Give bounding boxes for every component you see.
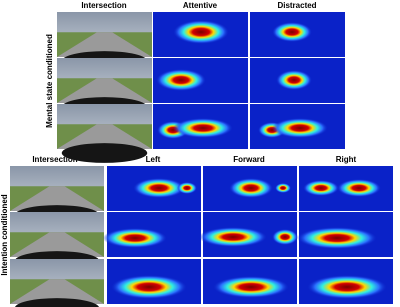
driving-scene <box>10 259 104 307</box>
column-header: Forward <box>233 155 265 164</box>
column-header: Right <box>336 155 357 164</box>
column-header: Distracted <box>277 1 316 10</box>
road <box>57 124 152 149</box>
attention-blob <box>275 183 291 193</box>
heatmap <box>199 212 298 257</box>
attention-blob <box>307 275 387 299</box>
attention-blob <box>156 69 206 91</box>
attention-blob <box>173 20 229 44</box>
attention-blob <box>199 227 267 247</box>
heatmap <box>153 104 248 149</box>
heatmap <box>153 58 248 103</box>
attention-blob <box>303 180 339 196</box>
heatmap <box>203 166 297 211</box>
road <box>10 186 104 211</box>
attention-blob <box>103 228 167 248</box>
image-grid <box>10 12 393 307</box>
heatmap <box>107 259 201 304</box>
attention-blob <box>272 229 298 245</box>
attention-blob <box>177 182 197 194</box>
attention-blob <box>111 275 187 299</box>
car-hood <box>61 143 148 163</box>
heatmap <box>250 58 345 103</box>
road <box>57 78 152 103</box>
attention-blob <box>213 276 289 298</box>
heatmap <box>299 259 393 304</box>
column-header: Intersection <box>81 1 126 10</box>
road <box>10 232 104 257</box>
road <box>57 32 152 57</box>
heatmap <box>107 166 201 211</box>
heatmap <box>250 104 345 149</box>
row-label: Mental state conditioned <box>45 34 54 128</box>
heatmap <box>103 212 201 257</box>
column-header: Intersection <box>32 155 77 164</box>
attention-blob <box>133 178 185 198</box>
heatmap <box>250 12 345 57</box>
attention-blob <box>297 227 377 249</box>
road <box>10 279 104 304</box>
heatmap <box>153 12 248 57</box>
heatmap <box>299 166 393 211</box>
car-hood <box>14 298 100 307</box>
driving-scene <box>57 104 152 163</box>
attention-blob <box>272 22 312 42</box>
heatmap <box>297 212 393 257</box>
column-header: Left <box>146 155 161 164</box>
attention-blob <box>276 70 312 90</box>
column-header: Attentive <box>183 1 218 10</box>
row-label: Intention conditioned <box>0 194 9 275</box>
attention-blob <box>272 118 328 138</box>
attention-blob <box>229 178 273 198</box>
heatmap <box>203 259 297 304</box>
attention-blob <box>173 118 233 138</box>
attention-blob <box>337 179 381 197</box>
